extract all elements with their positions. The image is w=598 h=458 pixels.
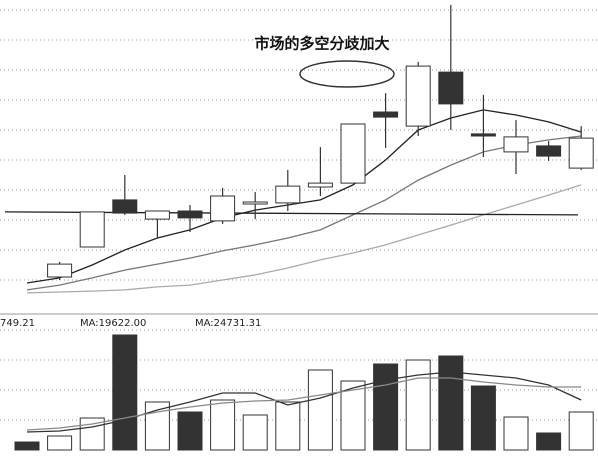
volume-bar — [210, 399, 236, 451]
candle-body — [307, 182, 333, 188]
annotation-title: 市场的多空分歧加大 — [254, 35, 389, 53]
volume-bar — [470, 385, 496, 451]
volume-bar — [112, 334, 138, 451]
volume-bar — [340, 380, 366, 451]
candle-body — [438, 71, 464, 105]
volume-bar — [307, 369, 333, 451]
volume-header: MA:19622.00 — [80, 318, 146, 329]
volume-header: 749.21 — [0, 318, 35, 329]
candle-body — [177, 210, 203, 219]
candle-body — [79, 211, 105, 248]
volume-ma-line — [26, 371, 582, 433]
candle-body — [47, 263, 73, 278]
volume-bar — [177, 411, 203, 451]
volume-bar — [568, 411, 594, 451]
volume-bar — [144, 401, 170, 451]
candle-body — [373, 111, 399, 118]
ma-line — [26, 109, 582, 284]
volume-bar — [275, 401, 301, 451]
candle-body — [242, 201, 268, 205]
volume-bar — [438, 355, 464, 451]
volume-header: MA:24731.31 — [195, 318, 261, 329]
volume-bar — [79, 417, 105, 451]
volume-bar — [373, 363, 399, 451]
volume-bar — [405, 359, 431, 451]
candle-body — [144, 210, 170, 220]
volume-bar — [47, 435, 73, 451]
volume-bar — [536, 432, 562, 451]
candle-body — [340, 123, 366, 184]
volume-bar — [242, 414, 268, 451]
candle-body — [470, 133, 496, 137]
candle-body — [210, 195, 236, 222]
annotation-ellipse — [299, 60, 395, 88]
ma-line — [26, 184, 582, 294]
candle-body — [536, 145, 562, 157]
candle-body — [568, 137, 594, 169]
candle-body — [503, 136, 529, 153]
candle-body — [112, 199, 138, 214]
volume-bar — [14, 441, 40, 451]
candle-body — [405, 65, 431, 127]
ma-line — [26, 135, 582, 291]
volume-bar — [503, 416, 529, 451]
candle-body — [275, 185, 301, 204]
volume-ma-line — [26, 377, 582, 431]
